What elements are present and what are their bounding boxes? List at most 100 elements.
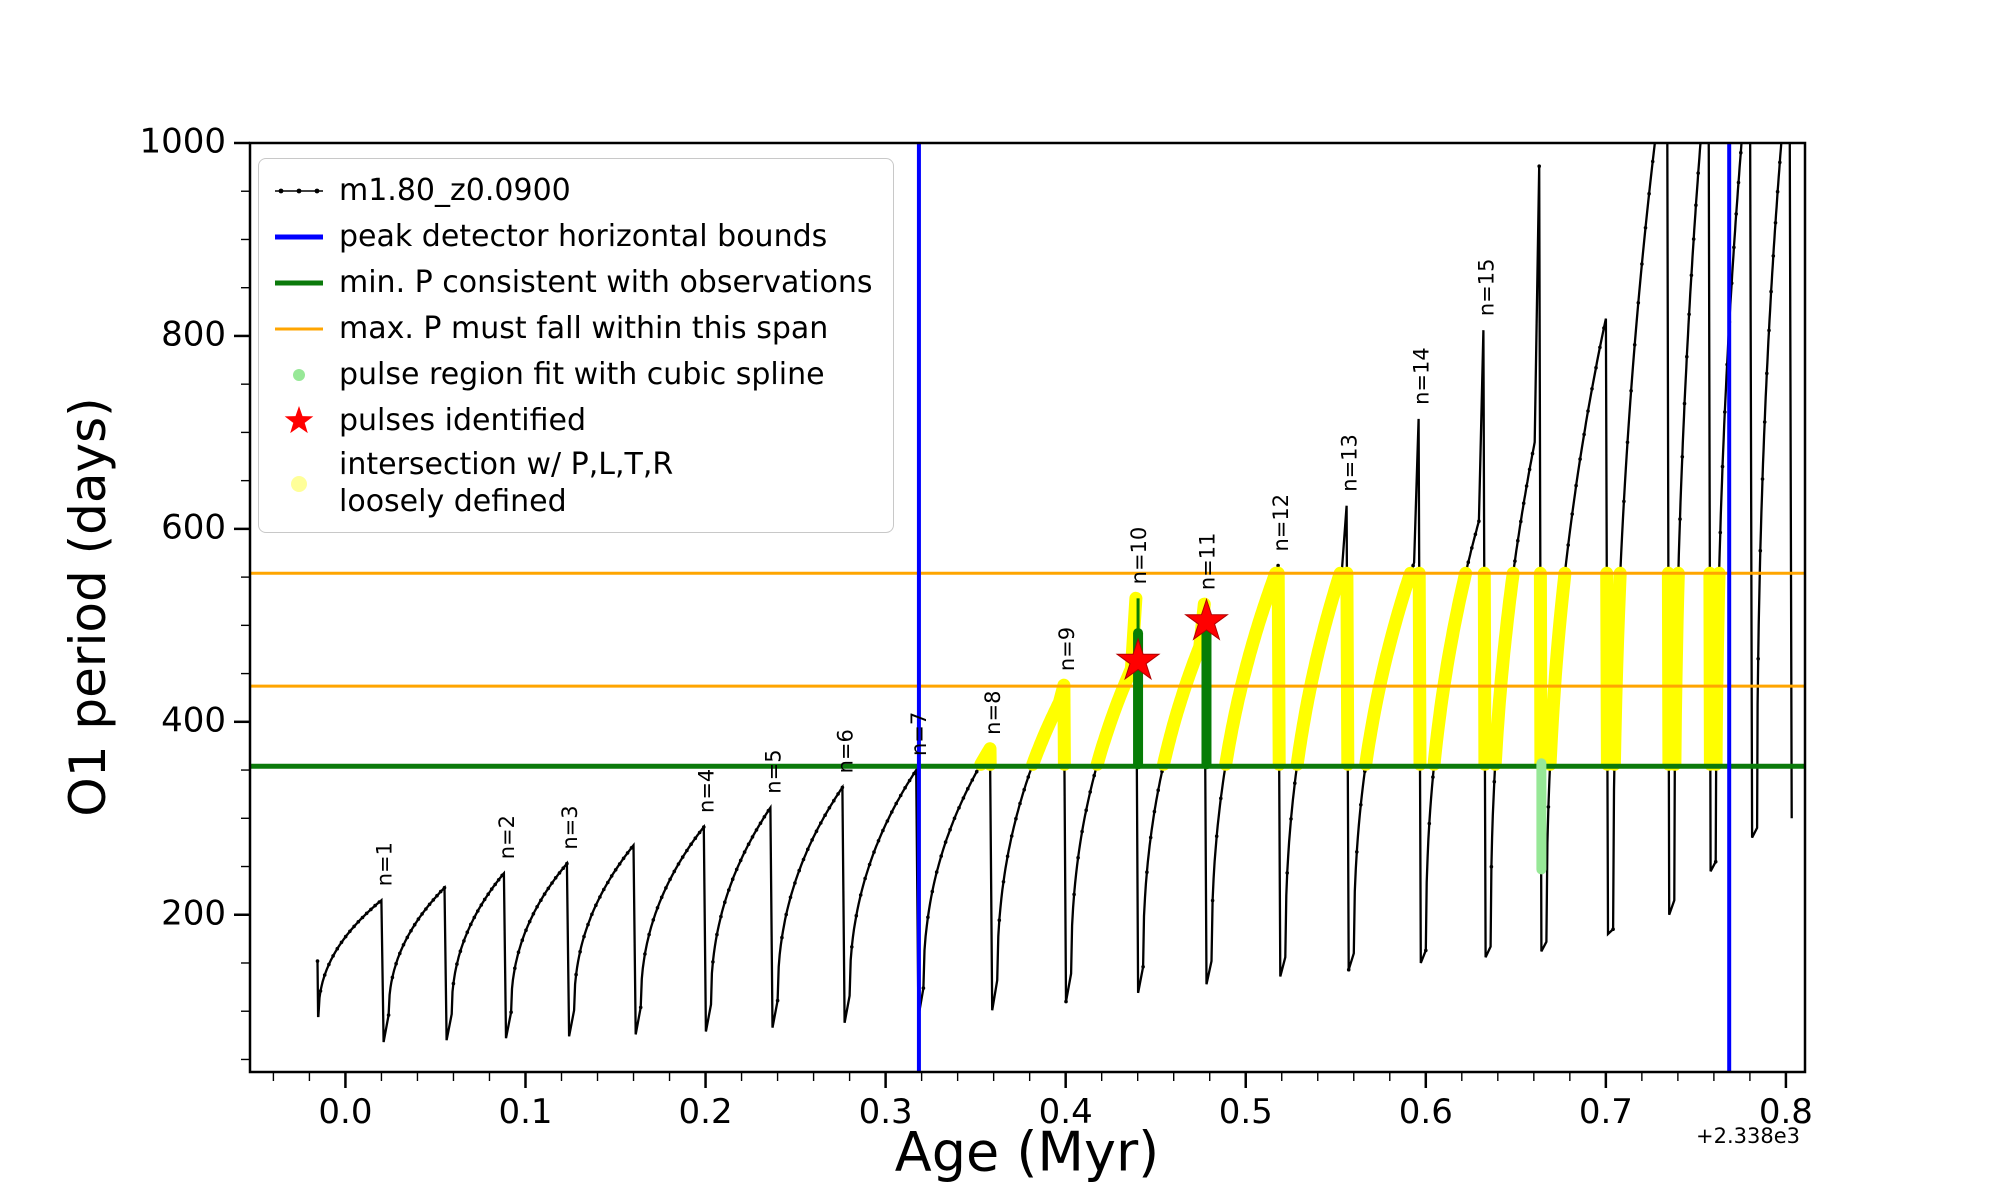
- model-track-point: [348, 929, 352, 934]
- pulse-number-label: n=9: [1055, 627, 1079, 671]
- model-track-point: [578, 949, 582, 954]
- model-track-point: [1720, 464, 1725, 469]
- model-track-point: [738, 858, 743, 863]
- model-track-point: [377, 900, 382, 904]
- model-track-point: [1586, 409, 1590, 413]
- model-track-point: [1748, 45, 1752, 49]
- model-track-point: [352, 924, 356, 929]
- spline-dot-sample-icon: [271, 358, 327, 392]
- model-track-point: [582, 934, 586, 939]
- model-track-point: [412, 922, 417, 927]
- model-track-point: [836, 792, 840, 796]
- model-track-point: [1718, 530, 1723, 535]
- model-track-point: [1156, 788, 1160, 792]
- pulse-star: [1184, 597, 1229, 641]
- y-tick-label: 800: [161, 314, 226, 354]
- pulse-number-label: n=5: [761, 749, 785, 793]
- model-track-point: [1732, 245, 1736, 250]
- legend-entry-4: max. P must fall within this span: [271, 309, 873, 349]
- model-track-point: [1072, 892, 1076, 897]
- model-track-point: [1590, 387, 1594, 391]
- model-track-point: [957, 806, 961, 810]
- pulse-number-label: n=11: [1195, 532, 1219, 590]
- model-track-point: [1767, 328, 1771, 333]
- model-track-point: [606, 880, 610, 885]
- model-track-point: [647, 932, 651, 937]
- legend-entry-7: intersection w/ P,L,T,R loosely defined: [271, 447, 873, 520]
- model-track-point: [793, 881, 797, 885]
- model-track-point: [1018, 801, 1022, 806]
- legend-entry-label: min. P consistent with observations: [339, 264, 873, 300]
- model-track-point: [907, 778, 912, 783]
- model-track-point: [343, 934, 348, 939]
- model-track-point: [1741, 123, 1745, 127]
- model-track-point: [1293, 781, 1297, 785]
- model-track-point: [1703, 84, 1707, 88]
- model-track-point: [364, 911, 369, 916]
- model-track-point: [327, 962, 331, 967]
- model-track-point: [550, 881, 554, 885]
- legend-entry-label: pulses identified: [339, 402, 586, 438]
- legend-entry-label: peak detector horizontal bounds: [339, 218, 828, 254]
- model-track-point: [970, 778, 975, 782]
- pulse-star-sample-icon: [271, 404, 327, 438]
- model-track-point: [715, 932, 719, 937]
- model-track-point: [482, 897, 487, 902]
- y-tick-label: 400: [161, 700, 226, 740]
- model-track-point: [1537, 164, 1541, 168]
- model-track-point: [455, 962, 459, 966]
- model-track-point: [1647, 191, 1651, 196]
- model-track-point: [1655, 129, 1659, 133]
- model-track-point: [489, 887, 494, 891]
- pulse-number-label: n=13: [1338, 434, 1362, 492]
- model-track-point: [1734, 212, 1738, 216]
- model-track-point: [746, 842, 751, 846]
- x-tick-label: 0.5: [1219, 1092, 1273, 1132]
- model-track-point: [1713, 859, 1718, 864]
- model-track-point: [1744, 96, 1748, 100]
- legend-entry-6: pulses identified: [271, 401, 873, 441]
- model-track-point: [1782, 106, 1786, 110]
- model-track-point: [672, 869, 677, 874]
- model-track-point: [462, 939, 466, 943]
- model-track-point: [1696, 171, 1700, 175]
- model-track-point: [1629, 389, 1633, 393]
- pulse-number-label: n=3: [558, 805, 582, 849]
- pulse-number-label: n=7: [907, 712, 931, 756]
- model-track-point: [948, 827, 952, 832]
- model-track-point: [1489, 864, 1494, 869]
- model-track-point: [1080, 829, 1084, 834]
- model-track-point: [1566, 543, 1570, 547]
- model-track-point: [1519, 519, 1523, 524]
- model-track-point: [952, 816, 957, 821]
- legend: m1.80_z0.0900 peak detector horizontal bo…: [258, 158, 894, 534]
- model-track-point: [1582, 432, 1586, 437]
- model-track-point: [513, 966, 517, 971]
- model-track-point: [1546, 805, 1551, 809]
- model-track-point: [1780, 133, 1784, 137]
- model-track-point: [934, 870, 939, 874]
- model-track-point: [416, 917, 421, 921]
- model-track-point: [1477, 519, 1481, 523]
- model-track-point: [1026, 775, 1031, 779]
- model-track-point: [1701, 112, 1705, 116]
- model-track-point: [373, 903, 377, 908]
- model-track-point: [1778, 160, 1782, 165]
- model-track-point: [1636, 301, 1641, 305]
- model-track-point: [943, 840, 948, 844]
- pulse-number-label: n=2: [495, 815, 519, 859]
- model-track-point: [780, 935, 784, 940]
- model-track-point: [685, 848, 689, 853]
- x-tick-label: 0.1: [498, 1092, 552, 1132]
- x-axis-offset-text: +2.338e3: [1696, 1124, 1800, 1148]
- model-track-point: [754, 828, 759, 832]
- model-track-point: [1214, 834, 1219, 838]
- model-track-point: [1643, 226, 1648, 230]
- model-track-point: [557, 871, 562, 875]
- model-track-point: [435, 893, 439, 898]
- y-tick-label: 1000: [139, 122, 226, 162]
- model-track-point: [863, 876, 867, 881]
- plot-area-group: [315, 45, 1793, 1043]
- model-track-point: [1694, 203, 1698, 207]
- model-track-point: [1760, 477, 1765, 481]
